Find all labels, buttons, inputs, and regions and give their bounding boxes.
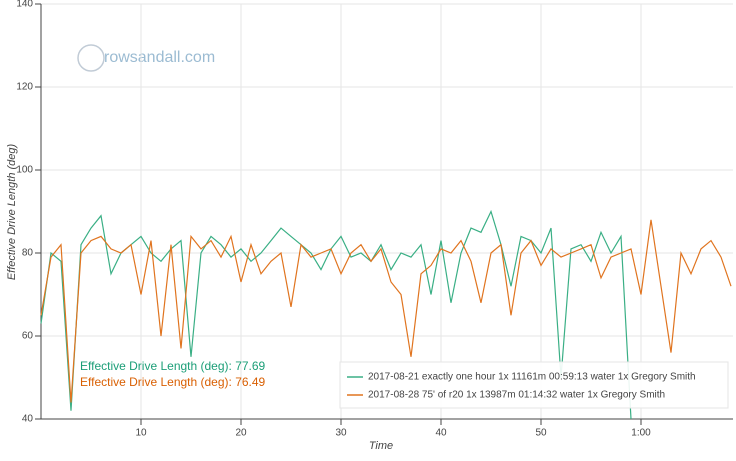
y-axis-label: Effective Drive Length (deg)	[6, 143, 18, 280]
y-tick-label: 120	[16, 82, 33, 93]
x-tick-label: 40	[435, 428, 447, 439]
y-tick-label: 100	[16, 165, 33, 176]
watermark-logo: rowsandall.com	[77, 44, 215, 72]
x-tick-label: 50	[535, 428, 547, 439]
annotation: Effective Drive Length (deg): 77.69	[80, 359, 266, 373]
x-tick-label: 10	[135, 428, 147, 439]
x-tick-label: 1:00	[631, 428, 651, 439]
annotation: Effective Drive Length (deg): 76.49	[80, 375, 266, 389]
legend-box	[339, 361, 729, 409]
y-tick-label: 80	[22, 248, 34, 259]
legend-label: 2017-08-21 exactly one hour 1x 11161m 00…	[368, 372, 696, 383]
series-line	[40, 219, 732, 403]
y-tick-label: 40	[22, 414, 34, 425]
legend-label: 2017-08-28 75' of r20 1x 13987m 01:14:32…	[368, 390, 665, 401]
x-axis-label: Time	[369, 440, 393, 452]
x-tick-label: 20	[235, 428, 247, 439]
y-tick-label: 60	[22, 331, 34, 342]
series-line	[40, 209, 632, 420]
x-tick-label: 30	[335, 428, 347, 439]
logo-circle	[77, 44, 105, 72]
y-tick-label: 140	[16, 0, 33, 10]
watermark: rowsandall.com	[104, 49, 215, 66]
